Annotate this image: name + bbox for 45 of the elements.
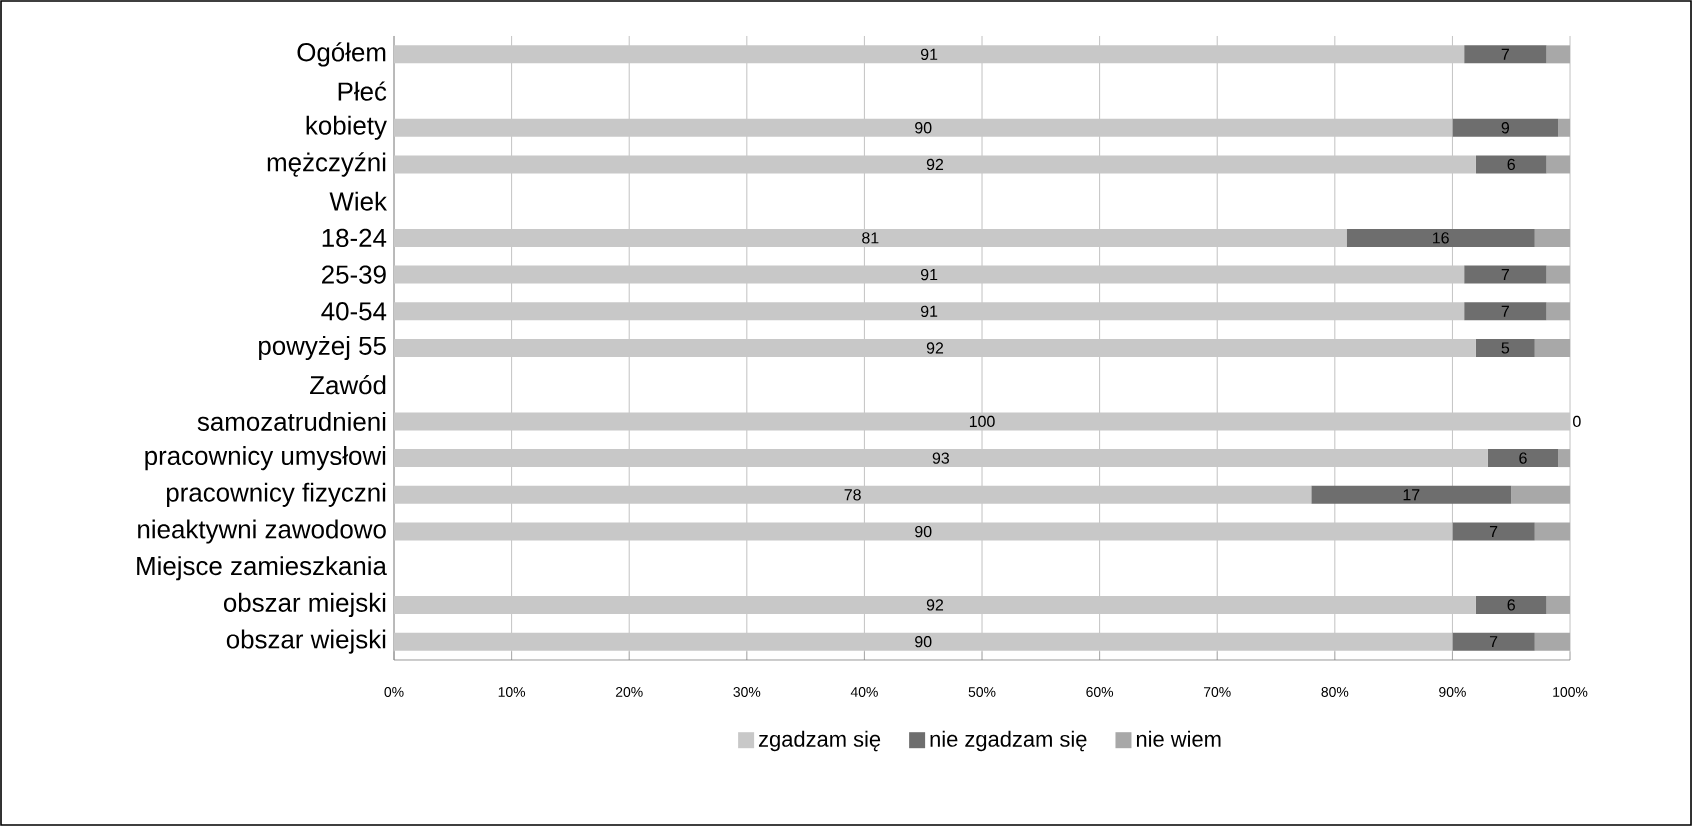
y-tick-label: obszar miejski <box>223 592 386 618</box>
bar <box>1464 45 1547 64</box>
y-tick-label: samozatrudnieni <box>197 411 386 431</box>
legend-label: nie zgadzam się <box>930 730 1087 752</box>
bar <box>394 338 1476 357</box>
bar <box>1475 338 1535 357</box>
bar <box>1452 118 1559 137</box>
bar <box>394 265 1465 284</box>
y-tick-label: mężczyźni <box>267 152 386 177</box>
y-tick-label: Płeć <box>338 81 387 101</box>
y-tick-label: kobiety <box>306 115 387 140</box>
y-tick-label: obszar wiejski <box>226 629 386 654</box>
bar <box>1311 485 1512 504</box>
bar <box>1452 632 1535 651</box>
bar <box>1346 228 1535 247</box>
bar <box>394 45 1465 64</box>
bar <box>394 449 1488 468</box>
bar <box>394 595 1476 614</box>
bar <box>394 302 1465 321</box>
bar <box>394 118 1453 137</box>
bar <box>394 412 1571 431</box>
bar <box>394 632 1453 651</box>
bar <box>1475 595 1547 614</box>
bar <box>394 228 1347 247</box>
bar <box>394 522 1453 541</box>
y-tick-label: 40-54 <box>321 302 387 321</box>
y-tick-label: pracownicy fizyczni <box>166 482 386 507</box>
bar <box>1464 265 1547 284</box>
y-tick-label: Miejsce zamieszkania <box>137 556 387 581</box>
y-tick-label: 25-39 <box>322 265 386 284</box>
y-tick-label: powyżej 55 <box>259 335 386 361</box>
y-tick-label: pracownicy umysłowi <box>145 446 386 471</box>
bar <box>1475 155 1547 174</box>
legend-label: nie wiem <box>1136 730 1221 747</box>
legend-label: zgadzam się <box>758 730 881 752</box>
y-tick-label: 18-24 <box>322 228 387 248</box>
y-tick-label: Wiek <box>329 191 388 211</box>
y-tick-label: Ogółem <box>297 42 386 67</box>
y-tick-label: Zawód <box>310 375 386 395</box>
bar <box>394 485 1312 504</box>
bar <box>1464 302 1547 321</box>
bar <box>394 155 1476 174</box>
y-tick-label: nieaktywni zawodowo <box>138 519 386 544</box>
bar <box>1452 522 1535 541</box>
bar <box>1487 449 1559 468</box>
